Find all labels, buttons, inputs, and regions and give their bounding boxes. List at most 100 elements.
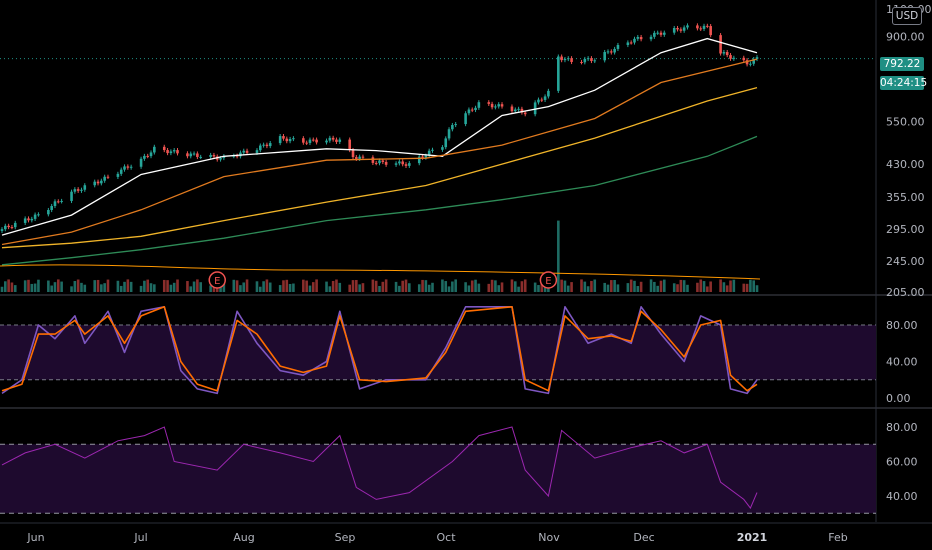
candle-body (172, 150, 176, 152)
candle-body (729, 55, 732, 59)
ma-200-line[interactable] (1, 135, 758, 266)
earnings-marker[interactable]: E (539, 271, 558, 289)
stoch-d-line[interactable] (1, 306, 758, 392)
candle-body (348, 139, 352, 151)
candle-body (384, 161, 388, 165)
candle-body (381, 160, 385, 162)
earnings-marker-circle[interactable] (208, 271, 226, 289)
candle-body (722, 52, 726, 54)
rsi-band-fill (0, 444, 876, 514)
candle-body (56, 201, 60, 203)
volume-bar (378, 285, 381, 292)
bar-countdown-tag: 04:24:15 (880, 76, 928, 90)
candle-body (699, 28, 703, 30)
rsi-axis-label: 80.00 (886, 421, 918, 434)
volume-bar (490, 279, 494, 292)
volume-bar (464, 282, 467, 292)
time-axis-label: Feb (828, 531, 847, 544)
volume-bar (292, 283, 295, 292)
volume-bar (706, 286, 709, 292)
volume-bar (745, 283, 749, 292)
volume-bar (288, 283, 292, 292)
candle-body (222, 156, 226, 159)
volume-bar (586, 286, 590, 292)
candle-body (245, 150, 249, 153)
candle-body (83, 185, 87, 190)
candle-body (60, 200, 63, 202)
volume-bar (474, 279, 477, 292)
volume-bar (742, 283, 746, 292)
volume-bar (123, 281, 126, 292)
time-axis-label: Jun (26, 531, 44, 544)
candle-body (408, 163, 411, 166)
candle-body (103, 176, 106, 181)
stochastic-oscillator[interactable] (1, 306, 758, 395)
candle-body (374, 162, 378, 164)
time-axis-label: Jul (133, 531, 147, 544)
candle-body (682, 27, 686, 31)
candle-body (10, 227, 14, 229)
candle-body (0, 229, 4, 231)
candle-body (706, 25, 709, 27)
volume-bar (722, 282, 726, 292)
candle-body (583, 58, 587, 63)
candle-body (610, 51, 613, 53)
time-axis-label: Aug (233, 531, 254, 544)
volume-bar (583, 281, 587, 292)
price-axis-label: 550.00 (886, 116, 925, 129)
candle-body (189, 153, 193, 157)
axes: 205.00 245.00 295.00 355.00 430.00 550.00 900.… (0, 3, 932, 544)
candle-body (47, 210, 50, 215)
earnings-marker-label: E (214, 276, 220, 287)
price-axis-label: 430.00 (886, 158, 925, 171)
candle-body (537, 99, 540, 103)
candle-body (752, 59, 756, 64)
volume-bar (176, 279, 179, 292)
candle-body (454, 124, 457, 126)
volume-bar (0, 286, 4, 292)
candle-body (192, 153, 196, 155)
volume-bar (560, 279, 563, 292)
candle-body (401, 161, 404, 165)
candle-body (477, 102, 481, 108)
rsi-indicator[interactable] (1, 426, 758, 510)
candle-body (30, 218, 34, 221)
moving-averages[interactable] (1, 37, 758, 266)
rsi-line[interactable] (1, 426, 758, 510)
volume-bar (351, 280, 355, 292)
candle-body (570, 58, 573, 62)
volume-bar (404, 279, 408, 292)
candle-body (533, 102, 537, 115)
volume-bar (590, 280, 593, 292)
volume-bar (93, 280, 97, 292)
candle-body (23, 218, 27, 223)
candle-body (709, 26, 712, 36)
volume-bar (146, 279, 150, 292)
ma-100-line[interactable] (1, 86, 758, 249)
volume-bar (580, 279, 583, 292)
volume-bar (199, 282, 202, 292)
volume-bar (702, 281, 706, 292)
volume-bar (103, 283, 106, 292)
ma-20-line[interactable] (1, 37, 758, 236)
ma-50-line[interactable] (1, 58, 758, 246)
volume-bar (517, 286, 520, 292)
volume-bar (682, 280, 686, 292)
candle-body (497, 104, 501, 107)
candle-body (176, 150, 179, 154)
currency-button[interactable]: USD (892, 7, 922, 25)
candle-body (566, 58, 570, 60)
candle-body (166, 150, 169, 154)
volume-bar (116, 280, 120, 292)
candle-body (523, 112, 527, 115)
candle-body (636, 37, 640, 39)
earnings-marker-circle[interactable] (539, 271, 558, 289)
volume-bar (10, 282, 14, 292)
candle-body (162, 146, 166, 151)
candle-body (153, 146, 156, 153)
candle-body (513, 109, 517, 112)
price-axis-label: 355.00 (886, 191, 925, 204)
earnings-marker[interactable]: E (208, 271, 226, 289)
